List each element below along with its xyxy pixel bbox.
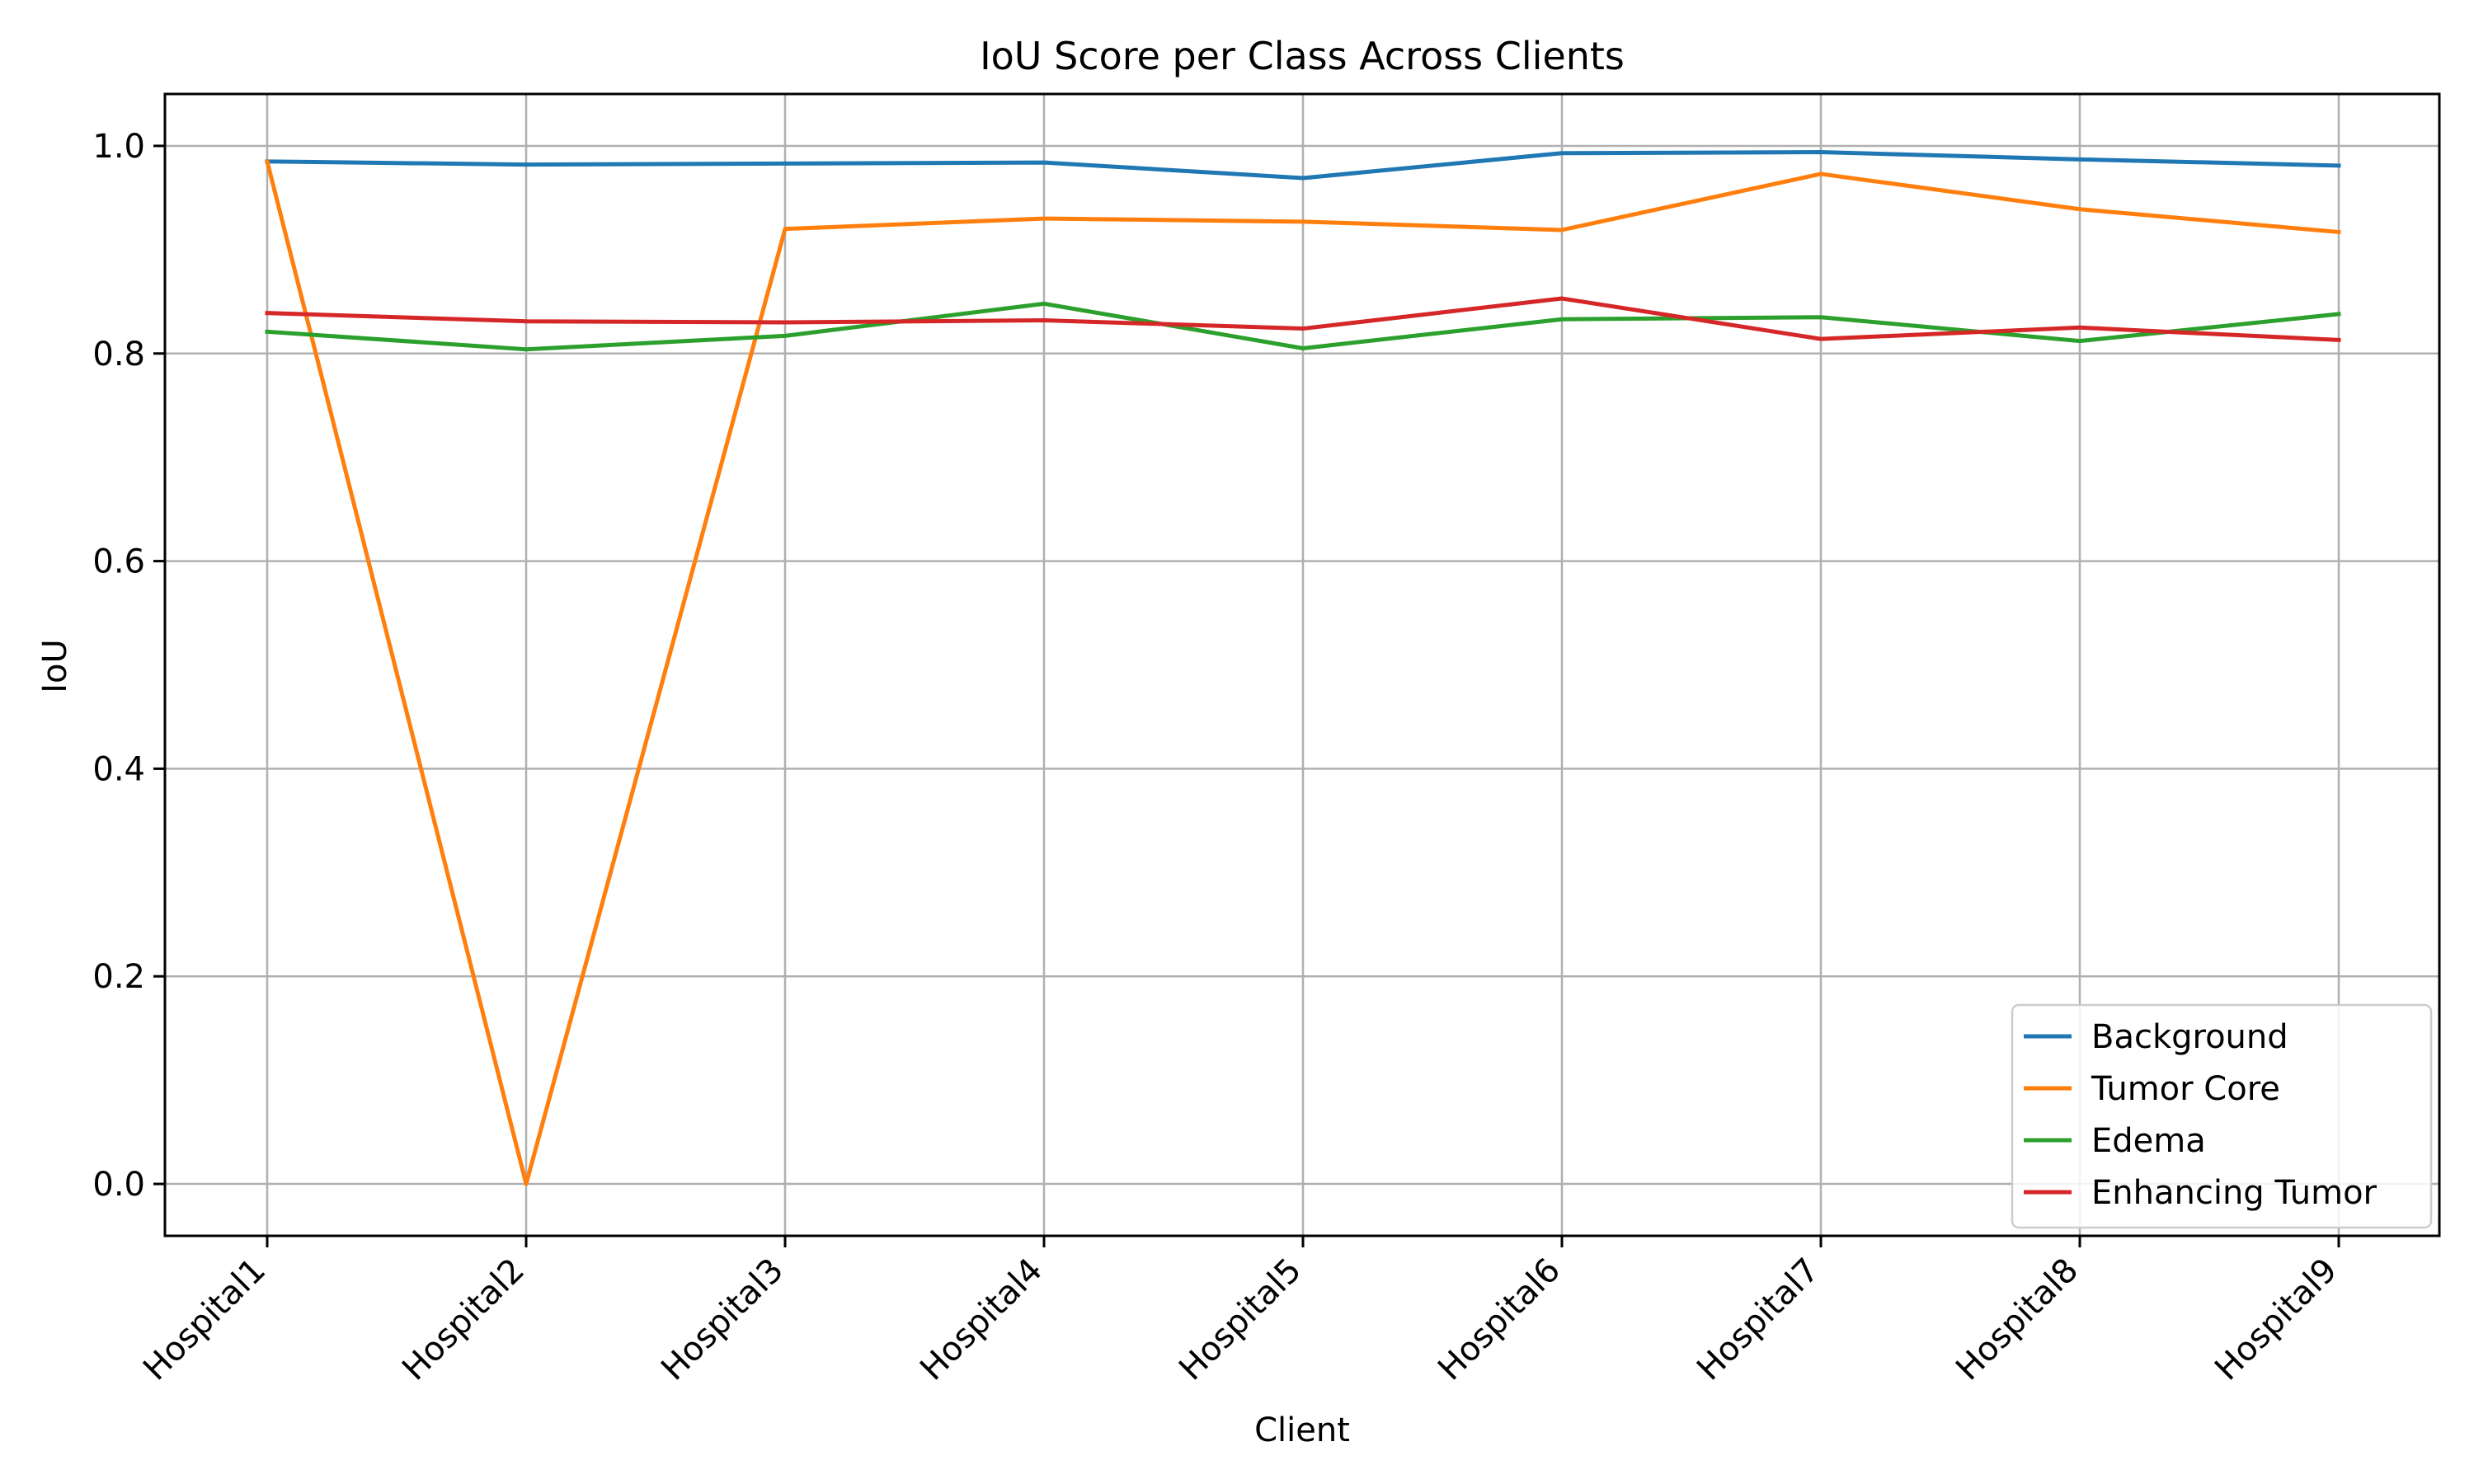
- series-line-enhancing-tumor: [265, 296, 2341, 343]
- y-tick-label: 0.6: [92, 543, 145, 581]
- y-axis: 0.0 0.2 0.4 0.6 0.8 1.0: [92, 128, 165, 1204]
- y-tick-label: 0.4: [92, 750, 145, 788]
- series-line-background: [265, 150, 2341, 181]
- series-line-tumor-core: [264, 158, 2341, 1186]
- y-axis-label: IoU: [36, 639, 74, 693]
- series-lines: [264, 150, 2341, 1186]
- chart-title: IoU Score per Class Across Clients: [980, 34, 1625, 78]
- y-tick-label: 1.0: [92, 128, 145, 166]
- legend-box: [2011, 1003, 2433, 1229]
- y-tick-label: 0.8: [92, 336, 145, 373]
- legend-label: Enhancing Tumor: [2091, 1174, 2378, 1212]
- legend: Background Tumor Core Edema Enhancing Tumor: [2011, 1003, 2433, 1229]
- legend-label: Edema: [2091, 1122, 2206, 1160]
- y-tick-label: 0.0: [92, 1166, 145, 1204]
- x-axis-label: Client: [1254, 1411, 1350, 1449]
- y-tick-label: 0.2: [92, 958, 145, 996]
- legend-label: Background: [2091, 1018, 2288, 1056]
- legend-label: Tumor Core: [2091, 1070, 2280, 1108]
